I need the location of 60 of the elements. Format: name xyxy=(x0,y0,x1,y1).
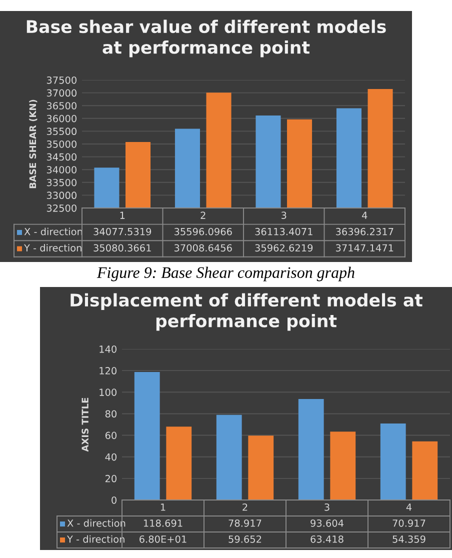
chart-title: Displacement of different models at performance point xyxy=(70,293,423,331)
y-tick-label: 32500 xyxy=(46,204,76,212)
y-tick-label: 80 xyxy=(105,410,116,418)
data-label: 118.691 xyxy=(144,519,182,527)
category-label: 2 xyxy=(200,212,206,219)
y-tick-label: 36000 xyxy=(46,114,76,122)
data-label: 59.652 xyxy=(228,535,262,543)
y-tick-label: 34500 xyxy=(46,153,76,161)
data-label: 54.359 xyxy=(392,535,426,543)
category-label: 1 xyxy=(160,504,166,511)
y-tick-label: 140 xyxy=(100,345,116,353)
y-tick-label: 0 xyxy=(112,496,116,504)
data-label: 6.80E+01 xyxy=(140,535,186,543)
y-tick-label: 35000 xyxy=(46,140,76,148)
bar xyxy=(330,432,356,500)
data-label: 34077.5319 xyxy=(94,228,152,236)
y-tick-label: 33500 xyxy=(46,178,76,186)
data-label: 70.917 xyxy=(392,519,426,527)
data-label: 63.418 xyxy=(310,535,344,543)
data-label: 37008.6456 xyxy=(174,244,232,252)
bar xyxy=(216,414,242,500)
bar xyxy=(166,426,192,500)
data-label: 36113.4071 xyxy=(255,228,312,236)
data-label: 78.917 xyxy=(228,519,262,527)
bar xyxy=(134,372,160,500)
bar xyxy=(298,399,324,500)
data-label: 35080.3661 xyxy=(94,244,151,252)
data-label: 35596.0966 xyxy=(174,228,232,236)
y-tick-label: 34000 xyxy=(46,166,76,174)
category-label: 3 xyxy=(282,212,286,219)
data-label: 37147.1471 xyxy=(336,244,394,252)
y-tick-label: 33000 xyxy=(46,192,76,200)
legend-label: X - direction xyxy=(67,519,126,527)
bar xyxy=(248,436,274,500)
legend-label: Y - direction xyxy=(24,244,82,252)
caption: Figure 9: Base Shear comparison graph xyxy=(96,266,354,282)
y-tick-label: 20 xyxy=(105,474,116,482)
y-tick-label: 35500 xyxy=(46,128,76,136)
y-axis-title: AXIS TITLE xyxy=(82,398,88,452)
category-label: 4 xyxy=(406,504,412,511)
category-label: 2 xyxy=(242,503,248,511)
category-label: 3 xyxy=(324,503,330,511)
y-tick-label: 60 xyxy=(105,432,116,440)
bar xyxy=(412,441,438,500)
data-label: 35962.6219 xyxy=(255,244,313,252)
y-tick-label: 36500 xyxy=(46,102,76,110)
category-label: 1 xyxy=(120,212,125,219)
legend-label: X - direction xyxy=(24,228,82,236)
y-axis-title: BASE SHEAR (KN) xyxy=(29,100,38,188)
y-tick-label: 120 xyxy=(100,367,116,374)
chart-title: Base shear value of different models at performance point xyxy=(26,20,386,58)
data-label: 36396.2317 xyxy=(336,228,394,236)
y-tick-label: 100 xyxy=(100,388,116,396)
data-label: 93.604 xyxy=(310,519,344,527)
legend-label: Y - direction xyxy=(66,535,124,543)
y-tick-label: 37500 xyxy=(46,76,76,84)
y-tick-label: 40 xyxy=(105,453,116,461)
category-label: 4 xyxy=(362,212,368,219)
y-tick-label: 37000 xyxy=(46,89,76,97)
bar xyxy=(380,424,406,500)
